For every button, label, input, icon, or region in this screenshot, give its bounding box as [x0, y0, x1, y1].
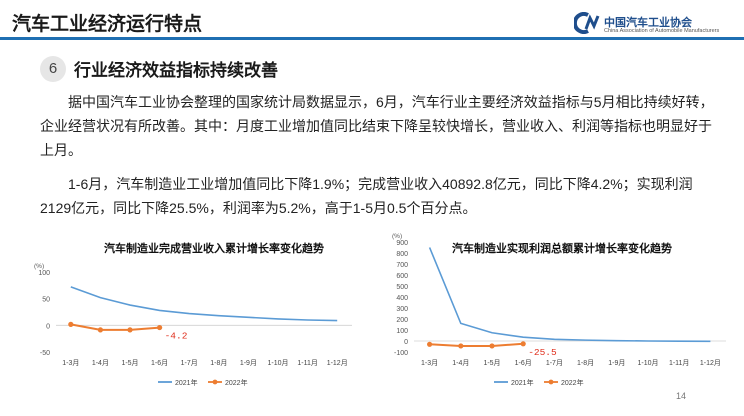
revenue-growth-chart: 汽车制造业完成营业收入累计增长率变化趋势 (%) -50 0 50 100 1-3月 1-4…: [8, 232, 362, 402]
y-tick-label: -50: [40, 350, 50, 357]
data-point: [157, 324, 163, 331]
x-tick-label: 1-12月: [327, 359, 348, 367]
y-axis-unit: (%): [34, 263, 44, 270]
y-tick-label: 400: [396, 295, 408, 302]
x-tick-label: 1-6月: [515, 359, 532, 367]
legend-label: 2021年: [511, 378, 534, 387]
y-tick-label: 300: [396, 306, 408, 313]
data-point: [127, 327, 133, 333]
y-tick-label: 500: [396, 284, 408, 291]
x-tick-label: 1-11月: [669, 359, 690, 367]
x-tick-label: 1-10月: [637, 359, 658, 367]
x-tick-label: 1-4月: [92, 359, 109, 367]
data-label: -25.5: [528, 347, 557, 358]
chart-title: 汽车制造业完成营业收入累计增长率变化趋势: [104, 243, 324, 255]
caam-logo-icon: [574, 12, 600, 34]
y-tick-label: 100: [38, 270, 50, 277]
data-point: [489, 343, 495, 349]
x-tick-label: 1-9月: [608, 359, 625, 367]
x-tick-label: 1-4月: [452, 359, 469, 367]
y-tick-label: 800: [396, 251, 408, 258]
title-underline: [0, 37, 744, 40]
y-tick-label: 0: [46, 323, 50, 330]
legend-label: 2022年: [225, 378, 248, 387]
logo: 中国汽车工业协会 China Association of Automobile…: [574, 12, 734, 36]
profit-growth-plot: (%) -100 0 100 200 300 400 500 600 700 800 900 1-3月 1…: [392, 233, 726, 387]
legend-label: 2021年: [175, 378, 198, 387]
logo-name-cn: 中国汽车工业协会: [604, 17, 692, 29]
legend-label: 2022年: [561, 378, 584, 387]
data-label: -4.2: [165, 331, 188, 342]
slide-title: 汽车工业经济运行特点: [12, 14, 203, 35]
profit-growth-chart: 汽车制造业实现利润总额累计增长率变化趋势 (%) -100 0 100 200 300 40…: [382, 232, 736, 402]
x-tick-label: 1-3月: [62, 359, 79, 367]
x-tick-label: 1-11月: [297, 359, 318, 367]
series-line: [70, 323, 160, 331]
logo-name-en: China Association of Automobile Manufact…: [604, 28, 720, 34]
y-tick-label: -100: [394, 350, 408, 357]
paragraph-1: 据中国汽车工业协会整理的国家统计局数据显示，6月，汽车行业主要经济效益指标与5月…: [40, 94, 714, 158]
legend-marker: [548, 379, 554, 385]
data-point: [427, 341, 433, 347]
data-point: [520, 341, 526, 347]
x-tick-label: 1-8月: [210, 359, 227, 367]
data-point: [458, 343, 464, 349]
x-tick-label: 1-5月: [483, 359, 500, 367]
series-line: [428, 247, 711, 343]
x-tick-label: 1-8月: [577, 359, 594, 367]
x-tick-label: 1-5月: [121, 359, 138, 367]
y-tick-label: 600: [396, 273, 408, 280]
y-tick-label: 700: [396, 262, 408, 269]
series-line: [70, 286, 338, 322]
data-point: [97, 327, 103, 333]
page-number: 14: [676, 391, 687, 401]
paragraph-2: 1-6月，汽车制造业工业增加值同比下降1.9%；完成营业收入40892.8亿元，…: [40, 176, 693, 216]
x-tick-label: 1-7月: [181, 359, 198, 367]
x-tick-label: 1-10月: [267, 359, 288, 367]
y-tick-label: 900: [396, 240, 408, 247]
section-number-badge: 6: [40, 56, 66, 82]
revenue-growth-plot: (%) -50 0 50 100 1-3月 1-4月 1-5月 1-6月 1-7月 1-8月 1-9月…: [34, 263, 352, 387]
x-tick-label: 1-12月: [700, 359, 721, 367]
legend-marker: [212, 379, 218, 385]
data-point: [68, 321, 74, 327]
section-title: 行业经济效益指标持续改善: [74, 61, 278, 80]
x-tick-label: 1-6月: [151, 359, 168, 367]
x-tick-label: 1-9月: [240, 359, 257, 367]
y-tick-label: 0: [404, 339, 408, 346]
series-line: [429, 342, 524, 347]
x-tick-label: 1-3月: [421, 359, 438, 367]
y-tick-label: 50: [42, 297, 50, 304]
y-tick-label: 100: [396, 328, 408, 335]
chart-title: 汽车制造业实现利润总额累计增长率变化趋势: [452, 243, 672, 255]
x-tick-label: 1-7月: [546, 359, 563, 367]
y-axis-unit: (%): [392, 233, 402, 240]
y-tick-label: 200: [396, 317, 408, 324]
